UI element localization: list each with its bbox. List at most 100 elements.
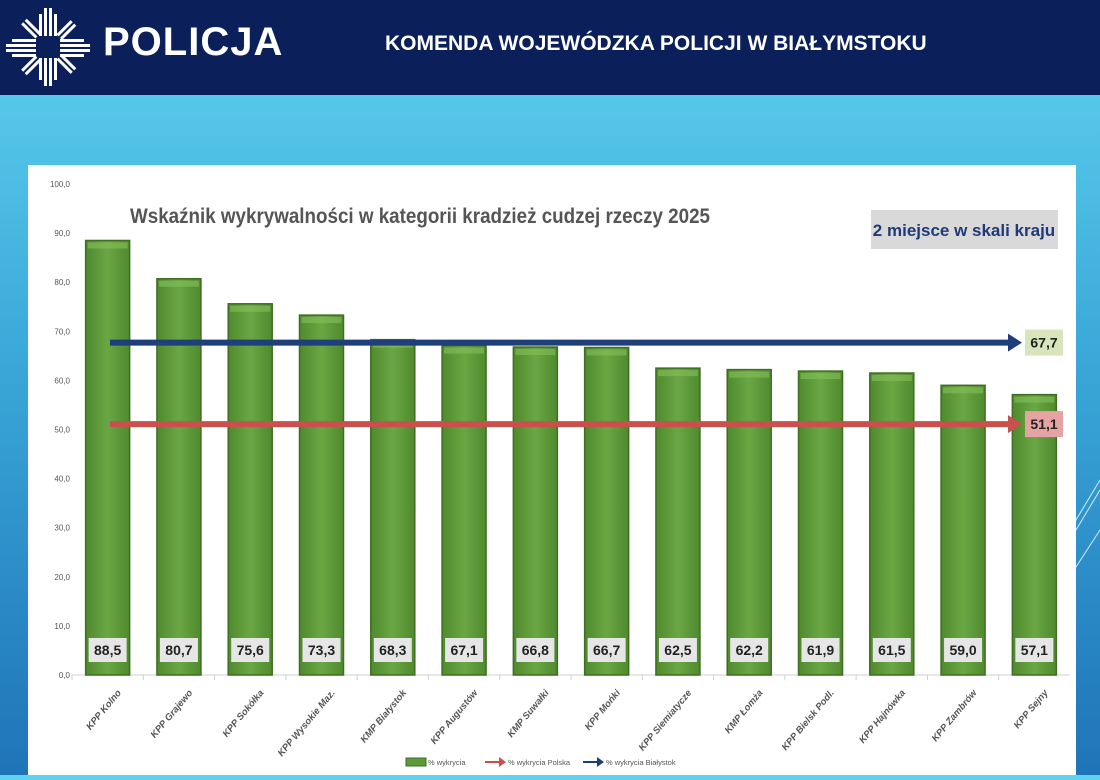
value-label-box [658, 638, 697, 662]
y-tick-label: 0,0 [59, 671, 71, 680]
x-tick-label: KPP Kolno [84, 688, 124, 733]
reference-label-box [1025, 411, 1063, 438]
value-label: 88,5 [94, 642, 121, 658]
value-label: 66,8 [522, 642, 549, 658]
bar-highlight [729, 371, 770, 378]
value-label: 57,1 [1021, 642, 1048, 658]
bar-chart: 0,0 10,0 20,0 30,0 40,0 50,0 60,0 70,0 80,0 90,0 1… [50, 180, 1070, 767]
logo-text: POLICJA [103, 20, 284, 64]
annotation-box [871, 210, 1058, 249]
bar-highlight [87, 242, 128, 249]
legend-arrow-bialystok-icon [583, 757, 604, 767]
value-label: 62,2 [736, 642, 763, 658]
y-tick-label: 40,0 [54, 475, 70, 484]
x-tick-label: KPP Mońki [583, 688, 623, 733]
bar-highlight [515, 349, 556, 356]
bar-highlight [657, 370, 698, 377]
value-label: 75,6 [237, 642, 264, 658]
chart-card: 0,0 10,0 20,0 30,0 40,0 50,0 60,0 70,0 80,0 90,0 1… [28, 165, 1076, 775]
value-label-box [587, 638, 626, 662]
value-label-box [231, 638, 270, 662]
value-label: 59,0 [949, 642, 976, 658]
value-label-box [373, 638, 412, 662]
y-tick-label: 20,0 [54, 573, 70, 582]
x-tick-label: KPP Wysokie Maz. [276, 688, 338, 759]
y-tick-label: 70,0 [54, 327, 70, 336]
value-label-box [445, 638, 484, 662]
value-label: 80,7 [165, 642, 192, 658]
x-tick-label: KPP Bielsk Podl. [780, 688, 837, 753]
bar [512, 346, 559, 676]
bar [84, 239, 131, 676]
value-label-box [516, 638, 555, 662]
annotation-text: 2 miejsce w skali kraju [873, 221, 1055, 240]
header-title: KOMENDA WOJEWÓDZKA POLICJI W BIAŁYMSTOKU [385, 32, 927, 55]
value-label: 68,3 [379, 642, 406, 658]
value-label-box [944, 638, 983, 662]
value-label-box [730, 638, 769, 662]
bar [726, 368, 772, 676]
y-tick-label: 60,0 [54, 376, 70, 385]
x-tick-label: KMP Białystok [358, 687, 409, 745]
value-label: 61,9 [807, 642, 834, 658]
bar [441, 344, 487, 676]
bar-highlight [444, 347, 485, 354]
value-label: 67,1 [450, 642, 477, 658]
x-tick-label: KPP Siemiatycze [637, 687, 695, 753]
bar-highlight [301, 317, 342, 324]
x-tick-label: KPP Zambrów [930, 687, 980, 744]
bar [156, 278, 202, 676]
x-tick-label: KMP Łomża [723, 688, 766, 736]
bar [227, 303, 273, 676]
value-label-box [302, 638, 341, 662]
bar-highlight [586, 349, 627, 356]
x-tick-label: KMP Suwałki [505, 688, 551, 740]
value-label-box [88, 638, 127, 662]
bar-highlight [943, 387, 984, 394]
reference-label: 51,1 [1030, 416, 1057, 432]
bar [1011, 393, 1058, 676]
value-label-box [159, 638, 198, 662]
police-star-logo-icon [6, 8, 90, 86]
value-label: 73,3 [308, 642, 335, 658]
bar [655, 367, 701, 676]
bar-highlight [158, 280, 199, 287]
bar [298, 314, 345, 676]
reference-label: 67,7 [1030, 335, 1057, 351]
legend-label-bars: % wykrycia [428, 758, 466, 767]
value-label: 66,7 [593, 642, 620, 658]
bar-highlight [230, 305, 271, 312]
arrow-head-icon [1008, 415, 1022, 434]
reference-label-box [1025, 329, 1063, 356]
bar-highlight [871, 375, 912, 382]
y-tick-label: 30,0 [54, 524, 70, 533]
legend-label-polska: % wykrycia Polska [508, 758, 571, 767]
bar [797, 370, 844, 676]
bar [940, 384, 986, 676]
x-tick-label: KPP Sejny [1012, 687, 1051, 731]
value-label-box [1015, 638, 1054, 662]
bar [583, 346, 630, 676]
bar-highlight [1014, 396, 1055, 403]
bar-highlight [800, 373, 841, 380]
legend-label-bialystok: % wykrycia Białystok [606, 758, 676, 767]
legend-swatch-bars [405, 757, 427, 767]
arrow-head-icon [1008, 333, 1022, 352]
header: POLICJA KOMENDA WOJEWÓDZKA POLICJI W BIA… [0, 0, 1100, 95]
value-label-box [872, 638, 911, 662]
legend-arrow-polska-icon [485, 757, 506, 767]
value-label: 62,5 [664, 642, 691, 658]
y-tick-label: 80,0 [54, 278, 70, 287]
y-tick-label: 50,0 [54, 426, 70, 435]
x-tick-label: KPP Hajnówka [857, 688, 908, 746]
y-tick-label: 100,0 [50, 180, 71, 189]
value-label: 61,5 [878, 642, 905, 658]
chart-title: Wskaźnik wykrywalności w kategorii kradz… [130, 205, 710, 228]
bar [370, 338, 416, 676]
x-tick-label: KPP Sokółka [221, 688, 267, 740]
x-tick-label: KPP Augustów [429, 687, 481, 746]
x-tick-label: KPP Grajewo [149, 688, 196, 741]
value-label-box [801, 638, 840, 662]
bar [869, 372, 915, 676]
y-tick-label: 10,0 [54, 622, 70, 631]
